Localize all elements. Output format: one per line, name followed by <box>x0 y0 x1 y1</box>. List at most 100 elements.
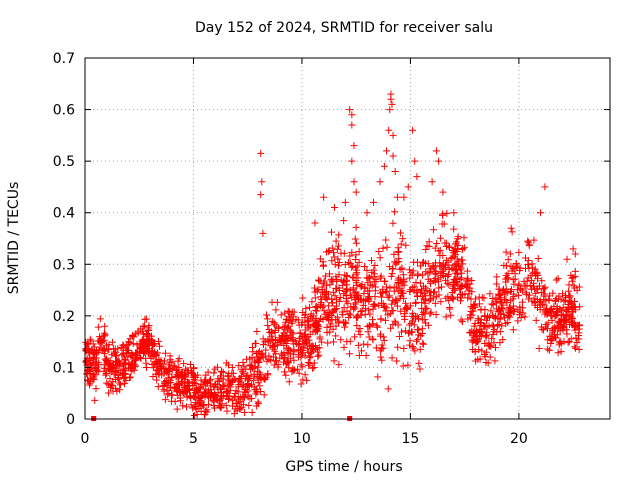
data-point <box>280 368 288 376</box>
data-point <box>568 297 576 305</box>
data-point <box>188 378 196 386</box>
data-point <box>320 302 328 310</box>
data-point <box>398 280 406 288</box>
data-point <box>576 321 584 329</box>
data-point <box>527 272 535 280</box>
data-point <box>348 157 356 165</box>
data-point <box>333 245 341 253</box>
data-point <box>557 318 565 326</box>
data-point <box>134 327 142 335</box>
data-point <box>187 401 195 409</box>
data-point <box>348 121 356 129</box>
data-point <box>484 359 492 367</box>
data-point <box>517 314 525 322</box>
data-point <box>445 266 453 274</box>
data-point <box>281 354 289 362</box>
data-point <box>343 281 351 289</box>
data-point <box>391 208 399 216</box>
data-point <box>335 231 343 239</box>
data-point <box>243 355 251 363</box>
data-point <box>340 290 348 298</box>
data-point <box>90 375 98 383</box>
data-point <box>242 365 250 373</box>
data-point <box>206 377 214 385</box>
data-point <box>516 284 524 292</box>
axis-ticks: 0 0.1 0.2 0.3 0.4 0.5 0.6 0.7 0 5 10 15 20 <box>53 51 610 447</box>
data-point <box>509 276 517 284</box>
data-point <box>464 294 472 302</box>
data-point <box>406 274 414 282</box>
data-point <box>156 365 164 373</box>
data-point <box>332 237 340 245</box>
data-point <box>381 302 389 310</box>
data-point <box>230 393 238 401</box>
chart-title: Day 152 of 2024, SRMTID for receiver sal… <box>195 20 493 36</box>
data-point <box>92 354 100 362</box>
data-point <box>178 387 186 395</box>
data-point <box>435 284 443 292</box>
data-point <box>553 310 561 318</box>
data-point <box>264 321 272 329</box>
data-point <box>301 313 309 321</box>
data-point <box>409 126 417 134</box>
data-point <box>317 296 325 304</box>
data-point <box>472 327 480 335</box>
data-point <box>543 310 551 318</box>
data-point <box>435 157 443 165</box>
data-point <box>562 312 570 320</box>
data-point <box>200 388 208 396</box>
data-point <box>376 347 384 355</box>
data-point <box>105 389 113 397</box>
data-point <box>569 321 577 329</box>
data-point <box>284 307 292 315</box>
data-point <box>388 300 396 308</box>
data-point <box>174 357 182 365</box>
data-point <box>160 369 168 377</box>
data-point <box>370 198 378 206</box>
data-point <box>313 326 321 334</box>
x-tick-label: 15 <box>401 431 419 447</box>
data-point <box>122 370 130 378</box>
data-point <box>444 258 452 266</box>
data-point <box>309 343 317 351</box>
data-point <box>385 126 393 134</box>
data-point <box>508 228 516 236</box>
data-point <box>162 366 170 374</box>
data-point <box>166 352 174 360</box>
data-point <box>335 361 343 369</box>
data-point <box>267 356 275 364</box>
data-point <box>384 293 392 301</box>
data-point <box>350 142 358 150</box>
data-point <box>497 294 505 302</box>
data-point <box>288 319 296 327</box>
data-point <box>189 404 197 412</box>
data-point <box>280 355 288 363</box>
data-point <box>371 261 379 269</box>
data-point <box>129 332 137 340</box>
data-point <box>184 367 192 375</box>
data-point <box>497 304 505 312</box>
data-point <box>427 280 435 288</box>
data-point <box>475 346 483 354</box>
data-point <box>374 373 382 381</box>
data-point <box>332 284 340 292</box>
data-point <box>196 385 204 393</box>
data-point <box>301 371 309 379</box>
data-point <box>286 332 294 340</box>
data-point <box>509 308 517 316</box>
data-point <box>514 291 522 299</box>
data-point <box>264 338 272 346</box>
data-point <box>376 254 384 262</box>
data-point <box>443 209 451 217</box>
data-point <box>352 288 360 296</box>
data-point <box>419 308 427 316</box>
data-point <box>366 310 374 318</box>
data-point <box>477 328 485 336</box>
data-point <box>254 373 262 381</box>
data-point <box>563 255 571 263</box>
data-point <box>387 272 395 280</box>
data-point <box>538 277 546 285</box>
data-point <box>426 310 434 318</box>
data-point <box>328 244 336 252</box>
data-point <box>161 349 169 357</box>
